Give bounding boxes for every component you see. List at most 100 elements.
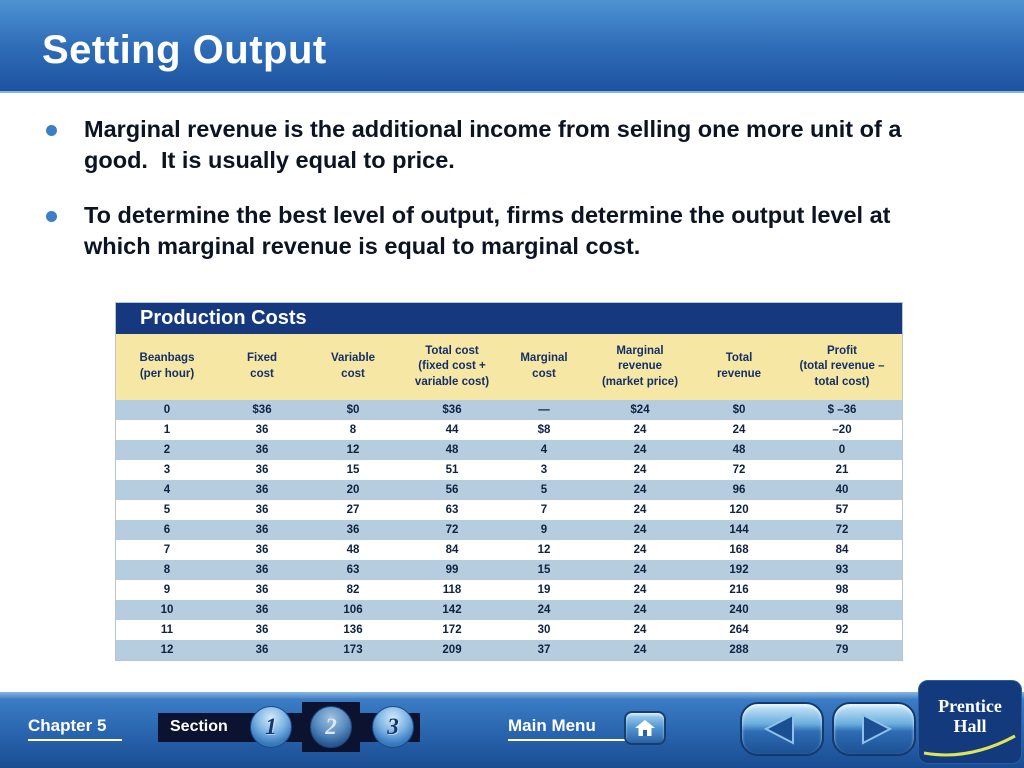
table-cell: 2 — [163, 444, 171, 456]
table-cell: 12 — [160, 644, 174, 656]
table-cell: 24 — [633, 624, 647, 636]
table-row: 9 36 82 118 19 24 216 98 — [116, 580, 902, 600]
table-cell: 4 — [163, 484, 171, 496]
table-row: 2 36 12 48 4 24 48 0 — [116, 440, 902, 460]
table-row: 3 36 15 51 3 24 72 21 — [116, 460, 902, 480]
table-cell: $8 — [537, 424, 551, 436]
table-cell: 3 — [540, 464, 548, 476]
table-cell: 27 — [346, 504, 360, 516]
table-cell: 36 — [255, 644, 269, 656]
table-cell: 216 — [729, 584, 749, 596]
table-cell: 24 — [633, 504, 647, 516]
home-button[interactable] — [624, 711, 666, 745]
bullet-icon — [46, 211, 57, 223]
table-cell: 36 — [255, 624, 269, 636]
bullet-item: To determine the best level of output, f… — [38, 200, 916, 262]
table-cell: 36 — [255, 464, 269, 476]
column-header: Beanbags (per hour) — [116, 334, 218, 400]
table-cell: 24 — [633, 584, 647, 596]
table-cell: –20 — [832, 424, 852, 436]
table-cell: 48 — [732, 444, 746, 456]
table-cell: 173 — [343, 644, 363, 656]
table-cell: 44 — [445, 424, 459, 436]
table-cell: 98 — [835, 604, 849, 616]
section-button-3[interactable]: 3 — [372, 706, 414, 748]
table-cell: $0 — [732, 404, 746, 416]
table-row: 7 36 48 84 12 24 168 84 — [116, 540, 902, 560]
section-button-1[interactable]: 1 — [250, 706, 292, 748]
table-cell: 120 — [729, 504, 749, 516]
data-table: Beanbags (per hour) Fixed cost Variable co… — [116, 334, 902, 660]
table-cell: 37 — [537, 644, 551, 656]
table-cell: 98 — [835, 584, 849, 596]
bullet-item: Marginal revenue is the additional incom… — [38, 114, 916, 176]
section-button-2-frame[interactable]: 2 — [302, 702, 360, 752]
bullet-text: Marginal revenue is the additional incom… — [84, 116, 908, 174]
section-button-2[interactable]: 2 — [310, 706, 352, 748]
table-cell: 96 — [732, 484, 746, 496]
table-cell: 63 — [445, 504, 459, 516]
table-cell: $36 — [442, 404, 462, 416]
table-cell: 57 — [835, 504, 849, 516]
table-cell: 51 — [445, 464, 459, 476]
table-cell: 144 — [729, 524, 749, 536]
table-cell: 142 — [442, 604, 462, 616]
table-cell: 48 — [445, 444, 459, 456]
table-title: Production Costs — [116, 303, 902, 334]
forward-arrow-icon — [862, 713, 893, 745]
table-cell: 84 — [445, 544, 459, 556]
table-cell: 106 — [343, 604, 363, 616]
table-row: 11 36 136 172 30 24 264 92 — [116, 620, 902, 640]
table-cell: 63 — [346, 564, 360, 576]
slide-header: Setting Output — [0, 0, 1024, 93]
table-cell: 8 — [163, 564, 171, 576]
column-header: Marginal cost — [504, 334, 584, 400]
table-cell: 24 — [633, 524, 647, 536]
table-cell: 36 — [255, 544, 269, 556]
table-cell: $24 — [630, 404, 650, 416]
back-button[interactable] — [740, 702, 824, 756]
table-cell: 40 — [835, 484, 849, 496]
table-cell: 93 — [835, 564, 849, 576]
table-row: 4 36 20 56 5 24 96 40 — [116, 480, 902, 500]
column-header: Total revenue — [696, 334, 782, 400]
table-cell: 6 — [163, 524, 171, 536]
table-header-row: Beanbags (per hour) Fixed cost Variable co… — [116, 334, 902, 400]
section-label: Section — [170, 718, 228, 735]
production-costs-table: Production Costs Beanbags (per hour) Fixe… — [115, 302, 903, 661]
table-cell: 118 — [442, 584, 462, 596]
table-cell: 15 — [346, 464, 360, 476]
table-cell: 209 — [442, 644, 462, 656]
table-row: 6 36 36 72 9 24 144 72 — [116, 520, 902, 540]
table-row: 5 36 27 63 7 24 120 57 — [116, 500, 902, 520]
table-cell: 36 — [255, 524, 269, 536]
table-cell: 24 — [633, 544, 647, 556]
table-cell: 136 — [343, 624, 363, 636]
table-cell: 72 — [835, 524, 849, 536]
table-cell: 7 — [540, 504, 548, 516]
column-header: Profit (total revenue – total cost) — [782, 334, 902, 400]
table-cell: 24 — [732, 424, 746, 436]
table-cell: 0 — [163, 404, 171, 416]
back-arrow-icon — [763, 713, 794, 745]
table-cell: $36 — [252, 404, 272, 416]
table-cell: 20 — [346, 484, 360, 496]
bullet-text: To determine the best level of output, f… — [84, 202, 898, 260]
table-cell: 12 — [346, 444, 360, 456]
chapter-link[interactable]: Chapter 5 — [28, 716, 123, 741]
table-cell: 24 — [633, 564, 647, 576]
table-row: 8 36 63 99 15 24 192 93 — [116, 560, 902, 580]
page-title: Setting Output — [42, 28, 327, 72]
table-cell: 24 — [633, 464, 647, 476]
logo-swoosh-icon — [923, 734, 1016, 757]
main-menu-link[interactable]: Main Menu — [508, 716, 626, 741]
table-cell: 36 — [255, 584, 269, 596]
column-header: Total cost (fixed cost + variable cost) — [400, 334, 504, 400]
table-cell: 9 — [540, 524, 548, 536]
table-cell: 8 — [349, 424, 357, 436]
forward-button[interactable] — [832, 702, 916, 756]
table-cell: 79 — [835, 644, 849, 656]
table-cell: $ –36 — [827, 404, 857, 416]
table-cell: 9 — [163, 584, 171, 596]
table-cell: 5 — [540, 484, 548, 496]
